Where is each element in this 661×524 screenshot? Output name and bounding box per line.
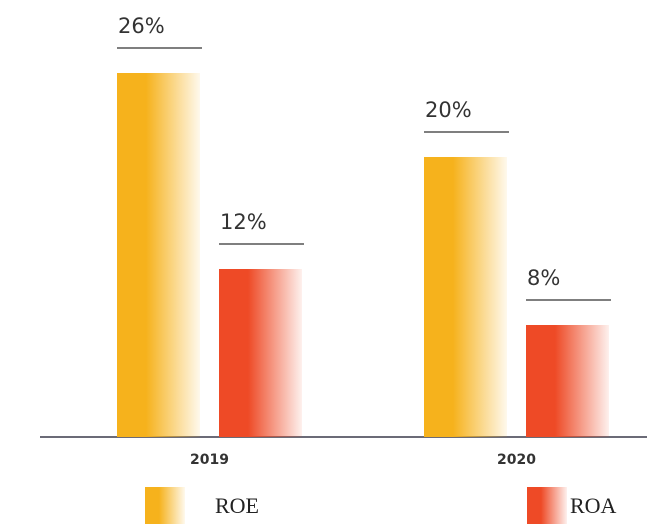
legend-label: ROE bbox=[215, 493, 259, 518]
bar bbox=[219, 269, 302, 437]
bar bbox=[526, 325, 609, 437]
x-tick-label: 2020 bbox=[497, 452, 536, 468]
bar bbox=[424, 157, 507, 437]
x-tick-label: 2019 bbox=[190, 452, 229, 468]
data-label: 26% bbox=[118, 14, 165, 38]
legend-swatch bbox=[527, 487, 567, 524]
legend-label: ROA bbox=[570, 493, 617, 518]
data-label: 12% bbox=[220, 210, 267, 234]
bar bbox=[117, 73, 200, 437]
legend-swatch bbox=[145, 487, 185, 524]
data-label: 8% bbox=[527, 266, 560, 290]
data-label: 20% bbox=[425, 98, 472, 122]
